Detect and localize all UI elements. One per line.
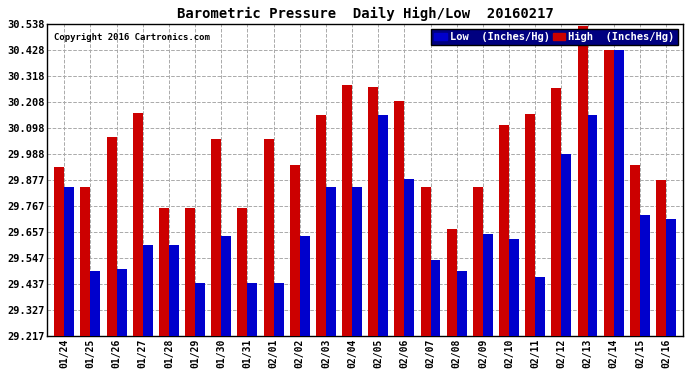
Bar [90, 272, 100, 336]
Bar [368, 87, 378, 336]
Bar [535, 277, 545, 336]
Bar [248, 283, 257, 336]
Bar [352, 187, 362, 336]
Title: Barometric Pressure  Daily High/Low  20160217: Barometric Pressure Daily High/Low 20160… [177, 7, 553, 21]
Bar [666, 219, 676, 336]
Bar [525, 114, 535, 336]
Bar [404, 179, 414, 336]
Bar [55, 167, 64, 336]
Bar [221, 236, 231, 336]
Bar [195, 283, 205, 336]
Bar [342, 85, 352, 336]
Bar [656, 180, 666, 336]
Bar [169, 245, 179, 336]
Bar [143, 245, 152, 336]
Bar [630, 165, 640, 336]
Bar [457, 272, 466, 336]
Bar [132, 113, 143, 336]
Bar [237, 207, 248, 336]
Bar [499, 125, 509, 336]
Bar [211, 139, 221, 336]
Bar [473, 187, 483, 336]
Bar [509, 239, 519, 336]
Bar [117, 269, 126, 336]
Bar [185, 207, 195, 336]
Bar [290, 165, 299, 336]
Bar [326, 187, 336, 336]
Bar [588, 116, 598, 336]
Legend: Low  (Inches/Hg), High  (Inches/Hg): Low (Inches/Hg), High (Inches/Hg) [431, 29, 678, 45]
Bar [551, 88, 562, 336]
Bar [431, 260, 440, 336]
Bar [604, 50, 613, 336]
Bar [421, 187, 431, 336]
Bar [64, 187, 74, 336]
Bar [264, 139, 273, 336]
Bar [159, 207, 169, 336]
Bar [613, 50, 624, 336]
Bar [299, 236, 310, 336]
Bar [81, 187, 90, 336]
Bar [447, 229, 457, 336]
Bar [378, 116, 388, 336]
Text: Copyright 2016 Cartronics.com: Copyright 2016 Cartronics.com [54, 33, 210, 42]
Bar [273, 283, 284, 336]
Bar [316, 116, 326, 336]
Bar [395, 101, 404, 336]
Bar [483, 234, 493, 336]
Bar [562, 154, 571, 336]
Bar [107, 136, 117, 336]
Bar [578, 26, 588, 336]
Bar [640, 215, 650, 336]
